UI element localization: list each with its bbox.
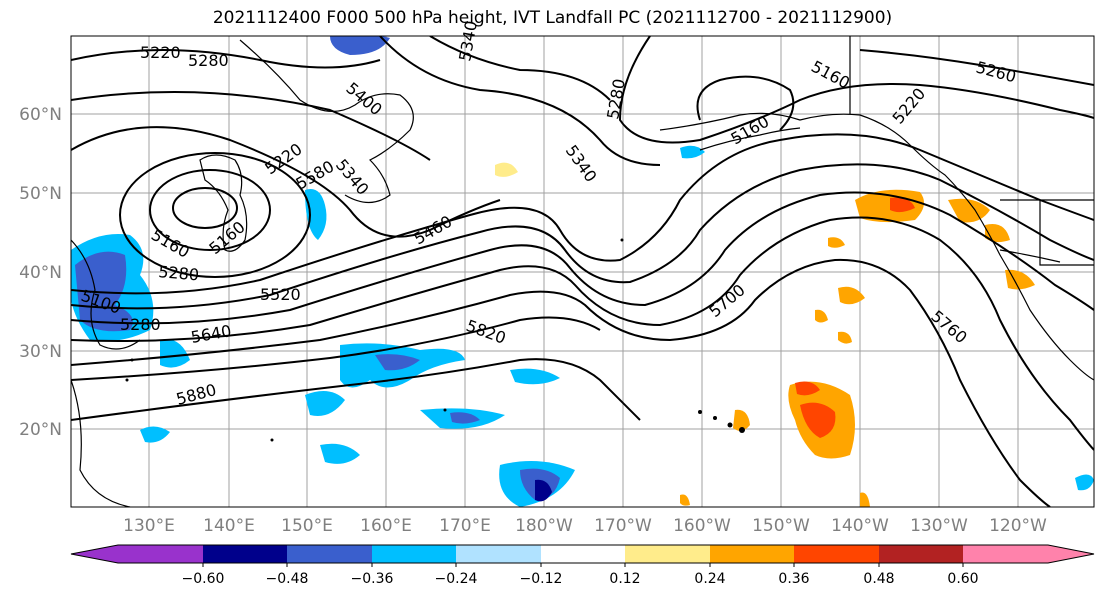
map-title: 2021112400 F000 500 hPa height, IVT Land… (212, 8, 893, 28)
contour-label: 5220 (140, 43, 181, 62)
colorbar-extend-low (71, 545, 118, 563)
colorbar-segment (203, 545, 287, 563)
colorbar-tick-label: 0.36 (778, 571, 809, 587)
colorbar-segment (118, 545, 203, 563)
lon-label: 140°W (831, 516, 889, 536)
contour-label: 5520 (260, 285, 301, 304)
colorbar-segment (625, 545, 710, 563)
contour-label: 5280 (188, 51, 229, 70)
colorbar-segment (372, 545, 456, 563)
colorbar-extend-high (1048, 545, 1094, 563)
lon-label: 130°E (123, 516, 175, 536)
colorbar-segment (287, 545, 372, 563)
colorbar-outline (70, 544, 1095, 564)
colorbar-segment (541, 545, 625, 563)
colorbar-tick-label: −0.36 (351, 571, 394, 587)
lat-label: 20°N (19, 420, 62, 440)
lon-label: 130°W (910, 516, 968, 536)
colorbar-segment (456, 545, 541, 563)
colorbar-tick-label: −0.48 (266, 571, 309, 587)
lon-label: 140°E (203, 516, 255, 536)
islands (125, 238, 745, 442)
colorbar-tick-label: −0.60 (182, 571, 225, 587)
lon-label: 160°E (360, 516, 412, 536)
colorbar-segment (710, 545, 794, 563)
lat-label: 50°N (19, 184, 62, 204)
longitude-labels: 130°E 140°E 150°E 160°E 170°E 180°W 170°… (123, 516, 1047, 536)
lon-label: 120°W (989, 516, 1047, 536)
lat-label: 40°N (19, 263, 62, 283)
colorbar-tick-label: −0.12 (520, 571, 563, 587)
height-contours (71, 36, 1094, 507)
colorbar-tick-label: 0.12 (609, 571, 640, 587)
lon-label: 170°E (439, 516, 491, 536)
colorbar-segment (794, 545, 879, 563)
colorbar-tick-label: 0.24 (694, 571, 725, 587)
colorbar-tick-label: −0.24 (435, 571, 478, 587)
contour-label: 5280 (158, 262, 200, 284)
lon-label: 170°W (594, 516, 652, 536)
colorbar: −0.60 −0.48 −0.36 −0.24 −0.12 0.12 0.24 … (70, 544, 1095, 587)
lat-label: 30°N (19, 342, 62, 362)
latitude-labels: 60°N 50°N 40°N 30°N 20°N (19, 105, 62, 440)
contour-label: 5280 (120, 315, 161, 334)
lon-label: 160°W (673, 516, 731, 536)
colorbar-segment (963, 545, 1048, 563)
colorbar-segment (879, 545, 963, 563)
map-border (70, 35, 1095, 508)
lon-label: 150°W (752, 516, 810, 536)
colorbar-tick-label: 0.48 (863, 571, 894, 587)
lat-label: 60°N (19, 105, 62, 125)
lon-label: 180°W (515, 516, 573, 536)
colorbar-tick-label: 0.60 (947, 571, 978, 587)
lon-label: 150°E (281, 516, 333, 536)
ivt-positive-shading (495, 162, 1035, 507)
